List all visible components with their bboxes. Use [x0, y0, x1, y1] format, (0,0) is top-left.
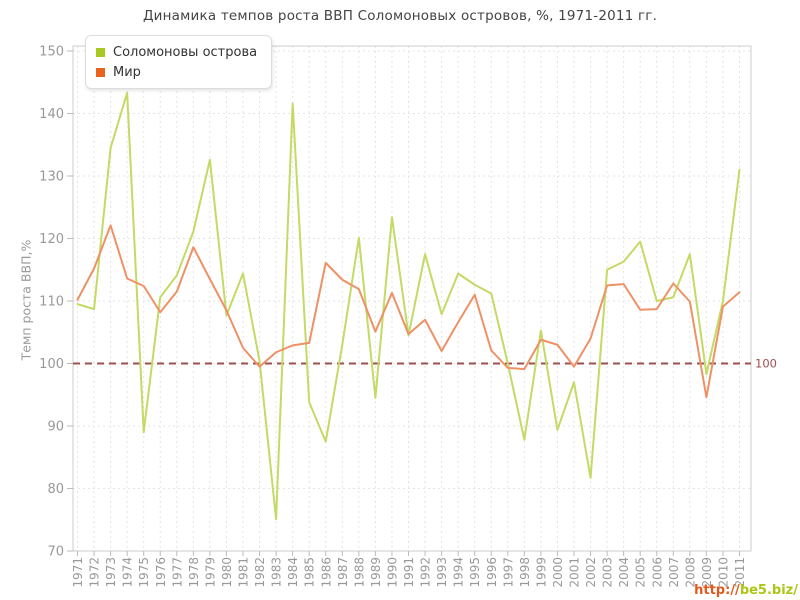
x-tick-label: 1983: [270, 557, 284, 588]
x-tick-label: 1973: [104, 557, 118, 588]
watermark-protocol: http://: [694, 583, 740, 598]
y-tick-label: 130: [39, 170, 64, 185]
plot-border: [72, 45, 752, 552]
x-tick-label: 1978: [187, 557, 201, 588]
x-tick-label: 2001: [568, 557, 582, 588]
x-tick-label: 2000: [551, 557, 565, 588]
x-tick-label: 2010: [716, 557, 730, 588]
y-tick-label: 120: [39, 232, 64, 247]
x-tick-label: 1975: [137, 557, 151, 588]
x-tick-label: 1985: [303, 557, 317, 588]
x-tick-label: 2002: [584, 557, 598, 588]
x-tick-label: 2004: [617, 557, 631, 588]
y-tick-label: 150: [39, 45, 64, 60]
watermark-site: be5.biz/: [739, 583, 798, 598]
x-tick-label: 1995: [468, 557, 482, 588]
x-tick-label: 1974: [121, 557, 135, 588]
y-tick-label: 80: [47, 482, 64, 497]
x-tick-label: 1994: [452, 557, 466, 588]
plot-background: [73, 46, 751, 551]
x-tick-label: 1996: [485, 557, 499, 588]
x-tick-label: 2009: [700, 557, 714, 588]
x-tick-label: 1998: [518, 557, 532, 588]
x-tick-label: 1993: [435, 557, 449, 588]
x-tick-label: 1987: [336, 557, 350, 588]
legend: Соломоновы острова Мир: [85, 35, 273, 89]
x-tick-label: 1982: [253, 557, 267, 588]
x-tick-label: 2011: [733, 557, 747, 588]
x-tick-label: 1977: [170, 557, 184, 588]
x-tick-label: 1972: [88, 557, 102, 588]
watermark-link[interactable]: http://be5.biz/: [694, 583, 798, 598]
x-tick-label: 1999: [534, 557, 548, 588]
y-tick-label: 90: [47, 420, 64, 435]
x-tick-label: 1976: [154, 557, 168, 588]
x-tick-label: 1980: [220, 557, 234, 588]
x-tick-label: 1989: [369, 557, 383, 588]
x-tick-label: 1992: [419, 557, 433, 588]
legend-label-world: Мир: [113, 64, 141, 80]
x-tick-label: 2008: [683, 557, 697, 588]
x-tick-label: 1988: [352, 557, 366, 588]
x-tick-label: 1997: [501, 557, 515, 588]
solomon-islands-swatch-icon: [96, 47, 105, 57]
chart-title: Динамика темпов роста ВВП Соломоновых ос…: [142, 8, 658, 24]
x-tick-label: 1971: [71, 557, 85, 588]
x-tick-label: 1991: [402, 557, 416, 588]
y-tick-label: 140: [39, 107, 64, 122]
world-swatch-icon: [96, 67, 105, 77]
y-tick-label: 70: [47, 545, 64, 560]
x-tick-label: 1981: [237, 557, 251, 588]
reference-line-label: 100: [755, 357, 777, 371]
y-tick-label: 100: [39, 357, 64, 372]
x-tick-label: 2007: [667, 557, 681, 588]
x-tick-label: 1990: [385, 557, 399, 588]
legend-label-solomon-islands: Соломоновы острова: [113, 44, 258, 60]
legend-item-solomon-islands: Соломоновы острова: [96, 42, 257, 62]
x-tick-label: 1986: [319, 557, 333, 588]
x-tick-label: 1979: [203, 557, 217, 588]
x-tick-label: 2003: [601, 557, 615, 588]
y-tick-label: 110: [39, 295, 64, 310]
x-tick-label: 2005: [634, 557, 648, 588]
series-line-world: [76, 224, 741, 399]
series-line-solomon-islands: [76, 91, 741, 521]
legend-item-world: Мир: [96, 62, 257, 82]
y-axis-title: Темп роста ВВП,%: [18, 239, 34, 361]
x-tick-label: 1984: [286, 557, 300, 588]
x-tick-label: 2006: [650, 557, 664, 588]
